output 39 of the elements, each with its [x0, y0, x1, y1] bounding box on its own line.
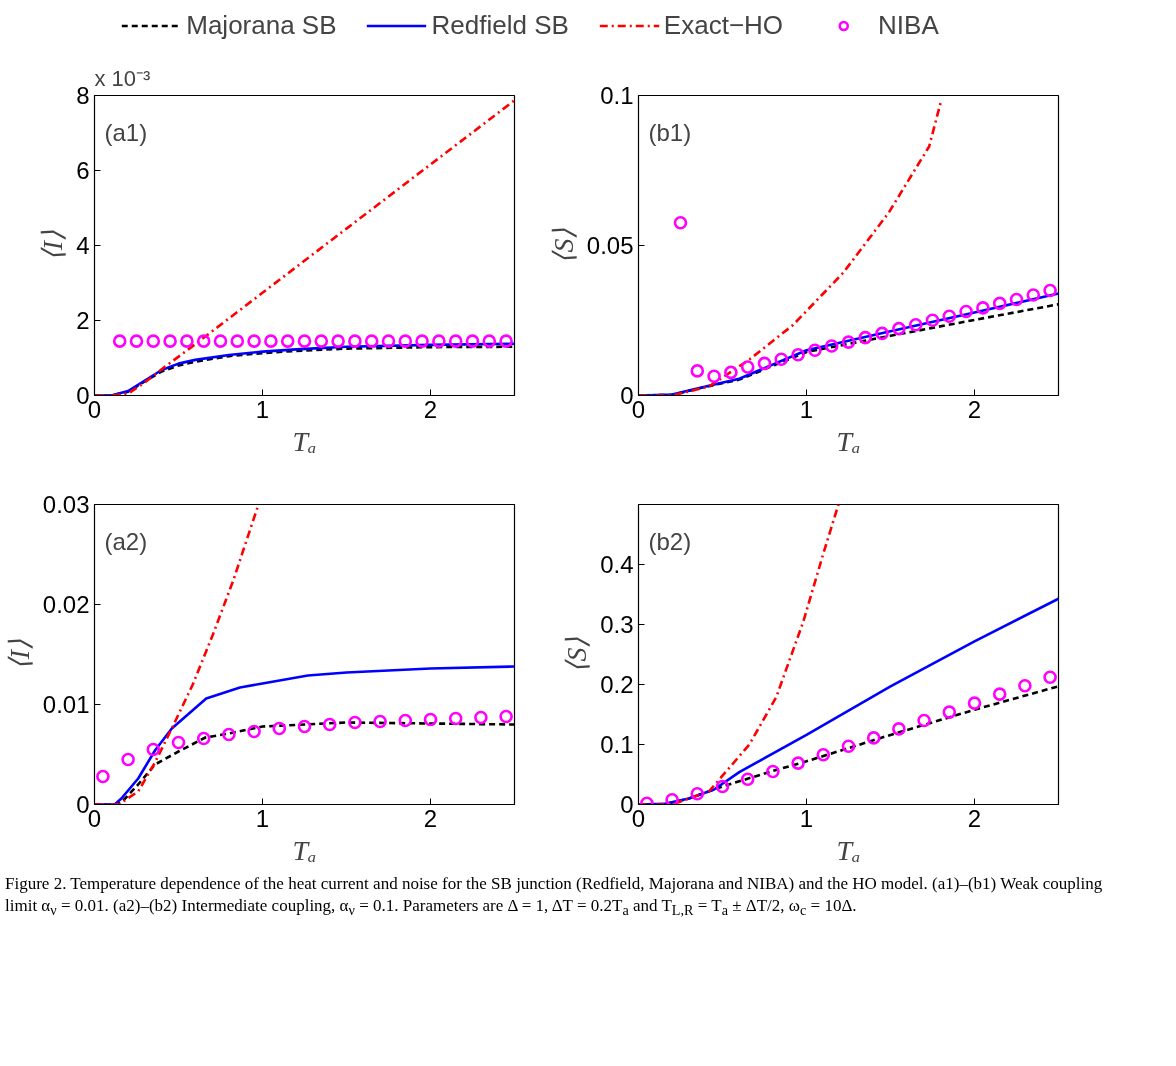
- y-tick-label: 8: [76, 82, 90, 109]
- y-tick-label: 0.3: [600, 611, 634, 638]
- text: (b1): [648, 118, 692, 146]
- x-axis-title: Tₐ: [836, 425, 861, 457]
- y-tick-label: 0.1: [600, 731, 634, 758]
- y-tick-label: 6: [76, 157, 90, 184]
- x-tick-label: 1: [255, 804, 270, 832]
- text: Figure 2. Temperature dependence of the heat current and noise for the SB junction (Redfield, Majorana and NIBA) and the HO model. (a1)–(b1) Weak coupling limit α$_{ν}$ = 0.01. (a2)–(b2) Intermediate coupling, α$_{ν}$ = 0.1. Parameters are Δ = 1, ΔT = 0.2T$_{a}$ and T$_{L,R}$ = T$_{a}$ ± ΔT/2, ω$_{c}$ = 10Δ.: [5, 874, 1103, 919]
- x-tick-label: 2: [423, 395, 438, 423]
- y-tick-label: 0.4: [600, 551, 634, 578]
- x-axis-title: Tₐ: [836, 834, 861, 866]
- y-axis-title: ⟨S⟩: [547, 227, 579, 264]
- text: x 10⁻³: [94, 65, 151, 91]
- y-tick-label: 2: [76, 307, 90, 334]
- y-tick-label: 0.01: [42, 691, 90, 718]
- y-tick-label: 0.02: [42, 591, 90, 618]
- x-axis-title: Tₐ: [292, 425, 317, 457]
- legend-label: Redfield SB: [431, 9, 569, 41]
- text: (a1): [104, 118, 148, 146]
- y-axis-title: ⟨I⟩: [37, 229, 69, 262]
- y-tick-label: 0.05: [586, 232, 634, 259]
- x-tick-label: 1: [255, 395, 270, 423]
- text: (b2): [648, 527, 692, 555]
- x-tick-label: 1: [799, 395, 814, 423]
- x-tick-label: 2: [967, 395, 982, 423]
- text: (a2): [104, 527, 148, 555]
- y-tick-label: 0.1: [600, 82, 634, 109]
- x-tick-label: 1: [799, 804, 814, 832]
- legend-label: NIBA: [878, 9, 939, 41]
- x-axis-title: Tₐ: [292, 834, 317, 866]
- y-tick-label: 4: [76, 232, 90, 259]
- legend-label: Exact−HO: [663, 9, 784, 41]
- x-tick-label: 2: [967, 804, 982, 832]
- x-tick-label: 2: [423, 804, 438, 832]
- y-axis-title: ⟨S⟩: [561, 636, 593, 673]
- y-tick-label: 0.03: [42, 491, 90, 518]
- y-axis-title: ⟨I⟩: [3, 638, 35, 671]
- y-tick-label: 0.2: [600, 671, 634, 698]
- legend-label: Majorana SB: [186, 9, 337, 41]
